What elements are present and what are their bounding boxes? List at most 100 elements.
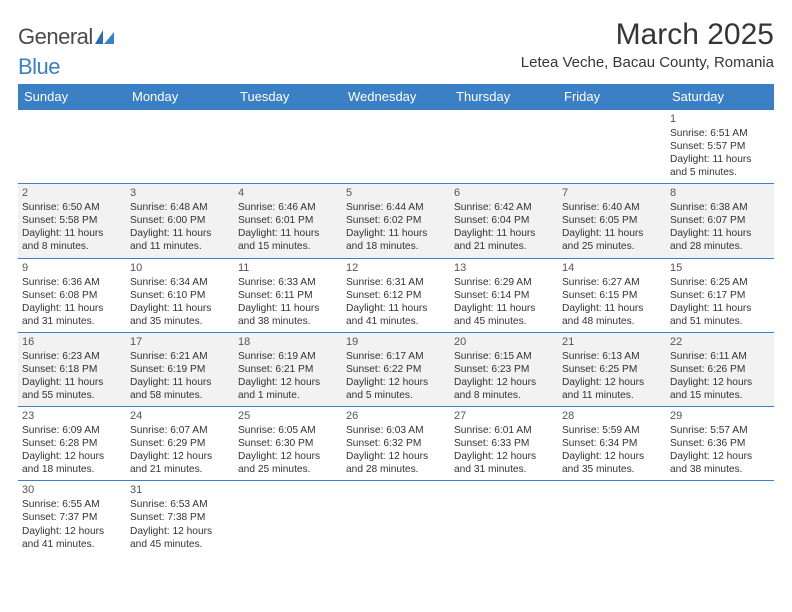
calendar-day-cell: 6Sunrise: 6:42 AMSunset: 6:04 PMDaylight… xyxy=(450,184,558,258)
calendar-empty-cell xyxy=(234,481,342,555)
calendar-row: 2Sunrise: 6:50 AMSunset: 5:58 PMDaylight… xyxy=(18,184,774,258)
calendar-empty-cell xyxy=(18,110,126,184)
day-number: 21 xyxy=(562,335,662,349)
daylight-text: Daylight: 11 hours and 55 minutes. xyxy=(22,376,122,402)
calendar-day-cell: 3Sunrise: 6:48 AMSunset: 6:00 PMDaylight… xyxy=(126,184,234,258)
sunrise-text: Sunrise: 6:01 AM xyxy=(454,424,554,437)
sunset-text: Sunset: 6:14 PM xyxy=(454,289,554,302)
daylight-text: Daylight: 11 hours and 5 minutes. xyxy=(670,153,770,179)
weekday-header: Wednesday xyxy=(342,84,450,110)
sunset-text: Sunset: 6:25 PM xyxy=(562,363,662,376)
calendar-table: SundayMondayTuesdayWednesdayThursdayFrid… xyxy=(18,84,774,555)
daylight-text: Daylight: 11 hours and 48 minutes. xyxy=(562,302,662,328)
sunrise-text: Sunrise: 6:17 AM xyxy=(346,350,446,363)
daylight-text: Daylight: 11 hours and 8 minutes. xyxy=(22,227,122,253)
sunrise-text: Sunrise: 6:03 AM xyxy=(346,424,446,437)
calendar-empty-cell xyxy=(450,110,558,184)
sunrise-text: Sunrise: 6:09 AM xyxy=(22,424,122,437)
daylight-text: Daylight: 11 hours and 45 minutes. xyxy=(454,302,554,328)
daylight-text: Daylight: 12 hours and 41 minutes. xyxy=(22,525,122,551)
daylight-text: Daylight: 12 hours and 5 minutes. xyxy=(346,376,446,402)
day-number: 12 xyxy=(346,261,446,275)
daylight-text: Daylight: 11 hours and 38 minutes. xyxy=(238,302,338,328)
sunset-text: Sunset: 6:08 PM xyxy=(22,289,122,302)
sunset-text: Sunset: 6:17 PM xyxy=(670,289,770,302)
calendar-day-cell: 7Sunrise: 6:40 AMSunset: 6:05 PMDaylight… xyxy=(558,184,666,258)
day-number: 6 xyxy=(454,186,554,200)
brand-logo: GeneralBlue xyxy=(18,24,115,80)
sunset-text: Sunset: 6:23 PM xyxy=(454,363,554,376)
day-number: 29 xyxy=(670,409,770,423)
sunset-text: Sunset: 6:29 PM xyxy=(130,437,230,450)
sunset-text: Sunset: 7:37 PM xyxy=(22,511,122,524)
calendar-day-cell: 27Sunrise: 6:01 AMSunset: 6:33 PMDayligh… xyxy=(450,407,558,481)
calendar-empty-cell xyxy=(450,481,558,555)
weekday-header: Monday xyxy=(126,84,234,110)
sunset-text: Sunset: 6:34 PM xyxy=(562,437,662,450)
calendar-row: 1Sunrise: 6:51 AMSunset: 5:57 PMDaylight… xyxy=(18,110,774,184)
day-number: 4 xyxy=(238,186,338,200)
sunrise-text: Sunrise: 6:05 AM xyxy=(238,424,338,437)
day-number: 11 xyxy=(238,261,338,275)
calendar-day-cell: 5Sunrise: 6:44 AMSunset: 6:02 PMDaylight… xyxy=(342,184,450,258)
calendar-day-cell: 8Sunrise: 6:38 AMSunset: 6:07 PMDaylight… xyxy=(666,184,774,258)
calendar-day-cell: 14Sunrise: 6:27 AMSunset: 6:15 PMDayligh… xyxy=(558,258,666,332)
calendar-empty-cell xyxy=(342,110,450,184)
day-number: 25 xyxy=(238,409,338,423)
sunrise-text: Sunrise: 5:59 AM xyxy=(562,424,662,437)
day-number: 22 xyxy=(670,335,770,349)
sunrise-text: Sunrise: 6:48 AM xyxy=(130,201,230,214)
calendar-empty-cell xyxy=(126,110,234,184)
calendar-empty-cell xyxy=(342,481,450,555)
sunrise-text: Sunrise: 6:07 AM xyxy=(130,424,230,437)
sunset-text: Sunset: 6:36 PM xyxy=(670,437,770,450)
calendar-day-cell: 17Sunrise: 6:21 AMSunset: 6:19 PMDayligh… xyxy=(126,332,234,406)
sunrise-text: Sunrise: 6:53 AM xyxy=(130,498,230,511)
calendar-row: 16Sunrise: 6:23 AMSunset: 6:18 PMDayligh… xyxy=(18,332,774,406)
daylight-text: Daylight: 11 hours and 35 minutes. xyxy=(130,302,230,328)
sunset-text: Sunset: 6:00 PM xyxy=(130,214,230,227)
sunset-text: Sunset: 6:32 PM xyxy=(346,437,446,450)
daylight-text: Daylight: 11 hours and 21 minutes. xyxy=(454,227,554,253)
day-number: 14 xyxy=(562,261,662,275)
calendar-day-cell: 9Sunrise: 6:36 AMSunset: 6:08 PMDaylight… xyxy=(18,258,126,332)
calendar-day-cell: 21Sunrise: 6:13 AMSunset: 6:25 PMDayligh… xyxy=(558,332,666,406)
calendar-row: 9Sunrise: 6:36 AMSunset: 6:08 PMDaylight… xyxy=(18,258,774,332)
sunset-text: Sunset: 6:04 PM xyxy=(454,214,554,227)
daylight-text: Daylight: 11 hours and 11 minutes. xyxy=(130,227,230,253)
calendar-body: 1Sunrise: 6:51 AMSunset: 5:57 PMDaylight… xyxy=(18,110,774,555)
calendar-page: GeneralBlue March 2025 Letea Veche, Baca… xyxy=(0,0,792,555)
calendar-row: 30Sunrise: 6:55 AMSunset: 7:37 PMDayligh… xyxy=(18,481,774,555)
daylight-text: Daylight: 12 hours and 15 minutes. xyxy=(670,376,770,402)
sunrise-text: Sunrise: 6:51 AM xyxy=(670,127,770,140)
sunrise-text: Sunrise: 6:44 AM xyxy=(346,201,446,214)
daylight-text: Daylight: 12 hours and 31 minutes. xyxy=(454,450,554,476)
daylight-text: Daylight: 12 hours and 8 minutes. xyxy=(454,376,554,402)
calendar-empty-cell xyxy=(558,481,666,555)
brand-part2: Blue xyxy=(18,54,60,79)
calendar-row: 23Sunrise: 6:09 AMSunset: 6:28 PMDayligh… xyxy=(18,407,774,481)
sunset-text: Sunset: 6:15 PM xyxy=(562,289,662,302)
day-number: 5 xyxy=(346,186,446,200)
day-number: 13 xyxy=(454,261,554,275)
day-number: 30 xyxy=(22,483,122,497)
calendar-header-row: SundayMondayTuesdayWednesdayThursdayFrid… xyxy=(18,84,774,110)
sunrise-text: Sunrise: 6:40 AM xyxy=(562,201,662,214)
day-number: 27 xyxy=(454,409,554,423)
title-block: March 2025 Letea Veche, Bacau County, Ro… xyxy=(521,18,774,79)
weekday-header: Thursday xyxy=(450,84,558,110)
sunset-text: Sunset: 6:01 PM xyxy=(238,214,338,227)
calendar-day-cell: 16Sunrise: 6:23 AMSunset: 6:18 PMDayligh… xyxy=(18,332,126,406)
calendar-day-cell: 29Sunrise: 5:57 AMSunset: 6:36 PMDayligh… xyxy=(666,407,774,481)
sunset-text: Sunset: 6:26 PM xyxy=(670,363,770,376)
sunset-text: Sunset: 6:12 PM xyxy=(346,289,446,302)
day-number: 15 xyxy=(670,261,770,275)
sunset-text: Sunset: 6:21 PM xyxy=(238,363,338,376)
calendar-empty-cell xyxy=(558,110,666,184)
sunrise-text: Sunrise: 6:42 AM xyxy=(454,201,554,214)
day-number: 16 xyxy=(22,335,122,349)
sunrise-text: Sunrise: 6:25 AM xyxy=(670,276,770,289)
calendar-empty-cell xyxy=(234,110,342,184)
daylight-text: Daylight: 11 hours and 51 minutes. xyxy=(670,302,770,328)
sunrise-text: Sunrise: 5:57 AM xyxy=(670,424,770,437)
